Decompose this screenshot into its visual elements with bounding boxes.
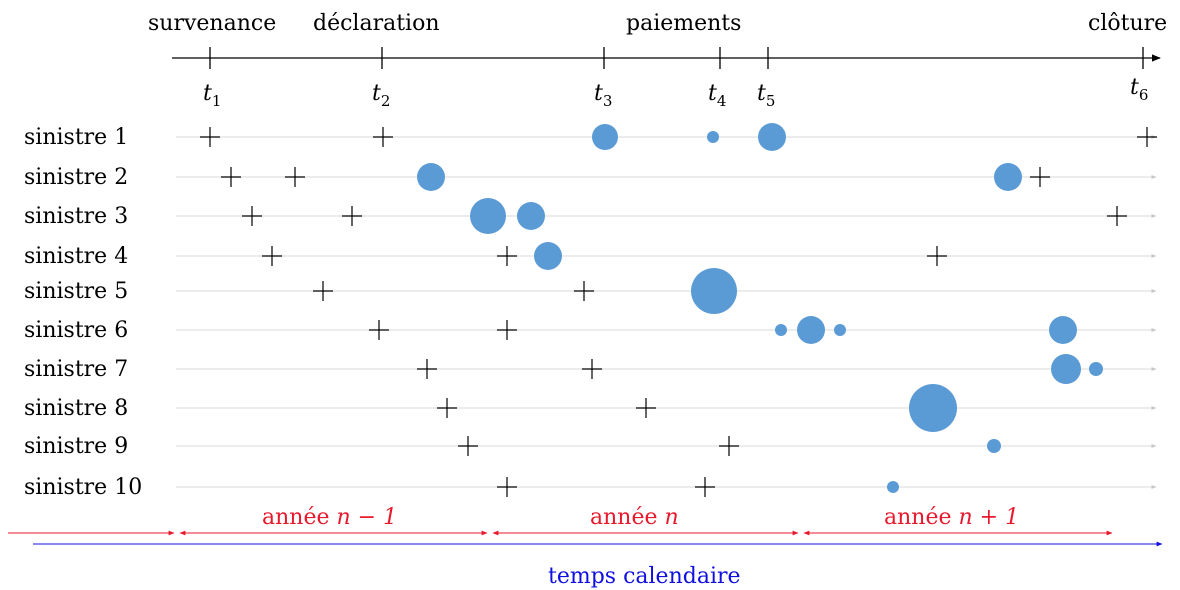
time-label-t1: t1 — [203, 81, 221, 110]
event-cross-marker — [417, 359, 437, 379]
year-next-label: année n + 1 — [884, 505, 1019, 530]
claim-label: sinistre 1 — [24, 125, 128, 150]
time-label-t5: t5 — [757, 81, 775, 110]
payment-dot — [909, 384, 957, 432]
claim-rows: sinistre 1 sinistre 2 sinistre 3 sinistre 4… — [24, 123, 1157, 500]
event-cross-marker — [1107, 206, 1127, 226]
payment-dot — [592, 124, 618, 150]
time-label-t2: t2 — [372, 81, 390, 110]
claim-label: sinistre 10 — [24, 475, 142, 500]
payment-dot — [1049, 316, 1077, 344]
event-paiements-label: paiements — [626, 11, 741, 36]
claim-row: sinistre 6 — [24, 316, 1157, 344]
claim-row: sinistre 9 — [24, 434, 1157, 459]
payment-dot — [994, 163, 1022, 191]
payment-dot — [758, 123, 786, 151]
event-cross-marker — [1030, 167, 1050, 187]
claim-label: sinistre 3 — [24, 204, 128, 229]
claim-row: sinistre 3 — [24, 198, 1157, 234]
claim-label: sinistre 7 — [24, 357, 128, 382]
claim-row: sinistre 8 — [24, 384, 1157, 432]
event-declaration-label: déclaration — [313, 11, 440, 36]
event-cross-marker — [695, 477, 715, 497]
claim-label: sinistre 5 — [24, 279, 128, 304]
event-cross-marker — [373, 127, 393, 147]
year-prev-label: année n − 1 — [262, 505, 397, 530]
payment-dot — [797, 316, 825, 344]
event-cross-marker — [497, 477, 517, 497]
event-cross-marker — [497, 320, 517, 340]
event-cross-marker — [719, 436, 739, 456]
payment-dot — [834, 324, 846, 336]
claim-row: sinistre 4 — [24, 242, 1157, 270]
event-cross-marker — [574, 281, 594, 301]
event-cross-marker — [636, 398, 656, 418]
event-cross-marker — [927, 246, 947, 266]
payment-dot — [987, 439, 1001, 453]
time-label-t6: t6 — [1130, 75, 1148, 104]
payment-dot — [1051, 354, 1081, 384]
event-cloture-label: clôture — [1088, 11, 1167, 36]
claim-label: sinistre 8 — [24, 396, 128, 421]
calendar-time-label: temps calendaire — [548, 564, 741, 589]
event-cross-marker — [437, 398, 457, 418]
event-cross-marker — [582, 359, 602, 379]
payment-dot — [417, 163, 445, 191]
event-cross-marker — [262, 246, 282, 266]
event-cross-marker — [369, 320, 389, 340]
time-label-t4: t4 — [708, 81, 726, 110]
event-cross-marker — [242, 206, 262, 226]
claim-row: sinistre 10 — [24, 475, 1157, 500]
event-cross-marker — [497, 246, 517, 266]
payment-dot — [707, 131, 719, 143]
event-cross-marker — [221, 167, 241, 187]
event-cross-marker — [285, 167, 305, 187]
claim-row: sinistre 7 — [24, 354, 1157, 384]
payment-dot — [517, 202, 545, 230]
event-cross-marker — [200, 127, 220, 147]
payment-dot — [534, 242, 562, 270]
claim-row: sinistre 5 — [24, 268, 1157, 314]
payment-dot — [887, 481, 899, 493]
event-cross-marker — [313, 281, 333, 301]
payment-dot — [470, 198, 506, 234]
claim-label: sinistre 6 — [24, 318, 128, 343]
event-cross-marker — [1137, 127, 1157, 147]
payment-dot — [775, 324, 787, 336]
payment-dot — [691, 268, 737, 314]
claim-label: sinistre 2 — [24, 165, 128, 190]
event-survenance-label: survenance — [148, 11, 276, 36]
time-label-t3: t3 — [594, 81, 612, 110]
year-curr-label: année n — [590, 505, 679, 530]
claim-label: sinistre 4 — [24, 244, 128, 269]
event-cross-marker — [342, 206, 362, 226]
claim-row: sinistre 1 — [24, 123, 1157, 151]
event-cross-marker — [458, 436, 478, 456]
payment-dot — [1089, 362, 1103, 376]
claim-row: sinistre 2 — [24, 163, 1157, 191]
claim-label: sinistre 9 — [24, 434, 128, 459]
